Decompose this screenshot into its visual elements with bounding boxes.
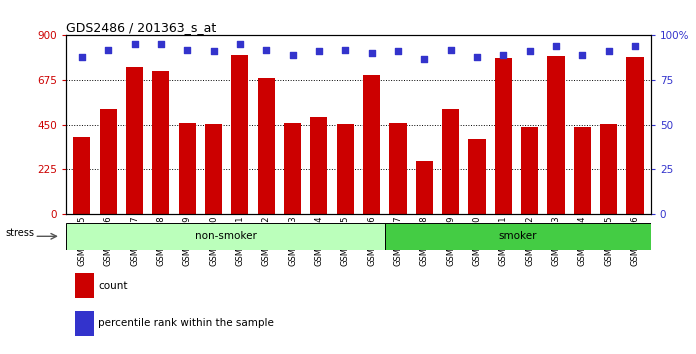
- Bar: [152, 71, 170, 214]
- Point: [261, 47, 272, 52]
- Text: non-smoker: non-smoker: [195, 231, 257, 241]
- Bar: [389, 123, 406, 214]
- Point: [577, 52, 588, 58]
- Point: [629, 43, 640, 49]
- Bar: [258, 78, 275, 214]
- Point: [340, 47, 351, 52]
- Bar: [574, 127, 591, 214]
- Point: [419, 56, 430, 62]
- Point: [208, 48, 219, 54]
- Point: [524, 48, 535, 54]
- Text: GDS2486 / 201363_s_at: GDS2486 / 201363_s_at: [66, 21, 216, 34]
- Point: [313, 48, 324, 54]
- Point: [235, 41, 246, 47]
- Bar: [547, 56, 564, 214]
- Bar: [495, 58, 512, 214]
- Point: [551, 43, 562, 49]
- Bar: [126, 67, 143, 214]
- Point: [393, 48, 404, 54]
- Point: [498, 52, 509, 58]
- Bar: [66, 223, 385, 250]
- Bar: [205, 124, 222, 214]
- Bar: [75, 311, 93, 336]
- Bar: [416, 161, 433, 214]
- Text: stress: stress: [6, 228, 34, 238]
- Point: [103, 47, 114, 52]
- Text: count: count: [98, 281, 128, 291]
- Bar: [363, 75, 380, 214]
- Bar: [468, 139, 486, 214]
- Bar: [231, 55, 248, 214]
- Text: smoker: smoker: [498, 231, 537, 241]
- Bar: [600, 124, 617, 214]
- Bar: [75, 273, 93, 298]
- Bar: [284, 123, 301, 214]
- Text: percentile rank within the sample: percentile rank within the sample: [98, 318, 274, 328]
- Point: [155, 41, 166, 47]
- Point: [603, 48, 614, 54]
- Bar: [337, 124, 354, 214]
- Point: [129, 41, 140, 47]
- Point: [366, 50, 377, 56]
- Bar: [521, 127, 538, 214]
- Bar: [100, 109, 117, 214]
- Point: [182, 47, 193, 52]
- Bar: [310, 117, 328, 214]
- Point: [77, 54, 88, 60]
- Point: [445, 47, 456, 52]
- Bar: [73, 137, 90, 214]
- Bar: [442, 109, 459, 214]
- Bar: [385, 223, 651, 250]
- Bar: [179, 123, 196, 214]
- Point: [471, 54, 482, 60]
- Bar: [626, 57, 644, 214]
- Point: [287, 52, 298, 58]
